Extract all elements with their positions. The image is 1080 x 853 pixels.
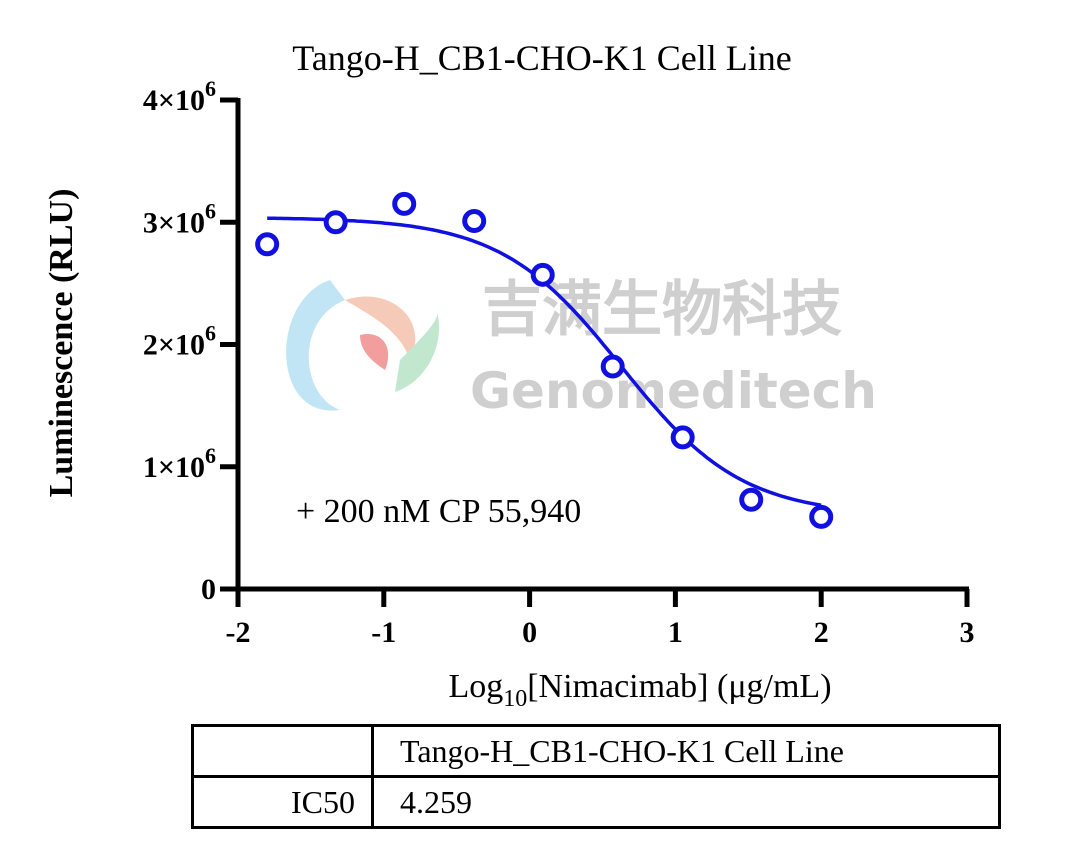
- y-tick-label: 0: [201, 573, 216, 606]
- data-point: [530, 262, 555, 287]
- x-tick-label: 1: [668, 616, 683, 649]
- chart: 吉满生物科技 Genomeditech Tango-H_CB1-CHO-K1 C…: [43, 38, 975, 712]
- table-header-row: Tango-H_CB1-CHO-K1 Cell Line: [194, 727, 998, 778]
- y-tick-label-mantissa: 4×10: [143, 84, 205, 117]
- watermark: 吉满生物科技 Genomeditech: [286, 275, 877, 420]
- x-axis-label-rest: [Nimacimab] (μg/mL): [527, 668, 831, 705]
- y-tick-label-mantissa: 3×10: [143, 206, 205, 239]
- y-axis-label: Luminescence (RLU): [43, 189, 80, 498]
- watermark-cn: 吉满生物科技: [482, 275, 842, 345]
- points-layer: [255, 191, 834, 529]
- data-point: [255, 232, 280, 257]
- x-tick-label: -1: [371, 616, 396, 649]
- table-row-value: 4.259: [400, 783, 472, 820]
- annotation: + 200 nM CP 55,940: [296, 493, 581, 530]
- y-tick-label: 2×106: [143, 321, 216, 362]
- y-tick-label-exponent: 6: [205, 198, 216, 223]
- x-tick-label: -2: [226, 616, 251, 649]
- ic50-table: Tango-H_CB1-CHO-K1 Cell Line IC50 4.259: [191, 724, 1001, 829]
- y-tick-label-mantissa: 2×10: [143, 329, 205, 362]
- x-tick-label: 3: [960, 616, 975, 649]
- table-header-cell-cellline: Tango-H_CB1-CHO-K1 Cell Line: [400, 732, 844, 769]
- y-tick-label: 4×106: [143, 76, 216, 117]
- table-row: IC50 4.259: [194, 778, 998, 826]
- data-point: [809, 504, 834, 529]
- x-axis-label: Log10[Nimacimab] (μg/mL): [448, 668, 831, 712]
- data-point: [739, 487, 764, 512]
- x-axis-label-sub: 10: [503, 686, 527, 712]
- data-point: [323, 210, 348, 235]
- data-point: [670, 425, 695, 450]
- watermark-en: Genomeditech: [470, 362, 877, 420]
- y-tick-label: 3×106: [143, 198, 216, 239]
- data-point: [462, 209, 487, 234]
- y-tick-label-exponent: 6: [205, 443, 216, 468]
- table-header-cell-empty: [194, 727, 374, 775]
- data-point: [392, 191, 417, 216]
- chart-title: Tango-H_CB1-CHO-K1 Cell Line: [292, 38, 791, 78]
- y-tick-label-exponent: 6: [205, 321, 216, 346]
- y-tick-label-exponent: 6: [205, 76, 216, 101]
- x-tick-label: 2: [814, 616, 829, 649]
- table-row-label: IC50: [194, 778, 374, 826]
- watermark-logo-icon: [286, 280, 440, 411]
- y-tick-label: 1×106: [143, 443, 216, 484]
- data-point: [600, 354, 625, 379]
- x-axis-label-base: Log: [448, 668, 503, 705]
- y-tick-label-mantissa: 1×10: [143, 451, 205, 484]
- x-tick-label: 0: [522, 616, 537, 649]
